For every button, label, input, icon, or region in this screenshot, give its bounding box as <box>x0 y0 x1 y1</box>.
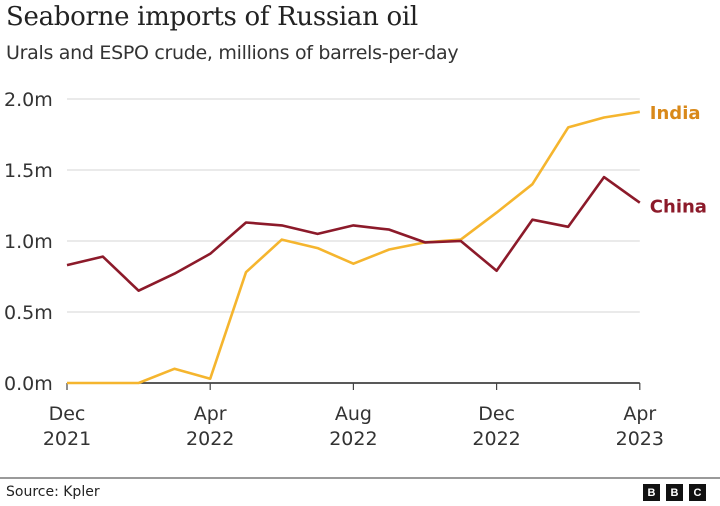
x-tick-month: Dec <box>478 403 515 425</box>
source-note: Source: Kpler <box>6 484 100 500</box>
series-line-china <box>66 175 641 293</box>
y-tick-label: 0.0m <box>4 373 53 395</box>
chart-subtitle: Urals and ESPO crude, millions of barrel… <box>6 42 459 64</box>
x-tick-month: Aug <box>335 403 372 425</box>
series-labels: India China <box>650 103 707 218</box>
y-tick-label: 1.0m <box>4 231 53 253</box>
series-label-india: India <box>650 103 701 124</box>
x-tick-year: 2023 <box>616 428 664 450</box>
footer-divider <box>0 477 720 479</box>
y-tick-label: 0.5m <box>4 302 53 324</box>
x-tick-year: 2021 <box>43 428 91 450</box>
bbc-logo-block: B <box>643 484 660 501</box>
line-chart: 0.0m 0.5m 1.0m 1.5m 2.0m Dec 2021 Apr 2022 Aug 20… <box>4 89 707 450</box>
bbc-logo-block: B <box>666 484 683 501</box>
x-axis: Dec 2021 Apr 2022 Aug 2022 Dec 2022 Apr 2023 <box>43 382 664 450</box>
bbc-logo: B B C <box>643 484 706 501</box>
series-label-china: China <box>650 197 707 218</box>
series-lines <box>66 110 641 385</box>
chart-title: Seaborne imports of Russian oil <box>6 2 418 32</box>
x-tick-month: Apr <box>194 403 227 425</box>
y-axis-labels: 0.0m 0.5m 1.0m 1.5m 2.0m <box>4 89 53 395</box>
x-tick-year: 2022 <box>186 428 234 450</box>
gridlines <box>67 98 640 313</box>
x-tick-month: Apr <box>623 403 656 425</box>
y-tick-label: 1.5m <box>4 160 53 182</box>
y-tick-label: 2.0m <box>4 89 53 111</box>
bbc-logo-block: C <box>689 484 706 501</box>
x-tick-year: 2022 <box>329 428 377 450</box>
x-tick-month: Dec <box>49 403 86 425</box>
series-line-india <box>67 110 641 385</box>
x-tick-year: 2022 <box>472 428 520 450</box>
